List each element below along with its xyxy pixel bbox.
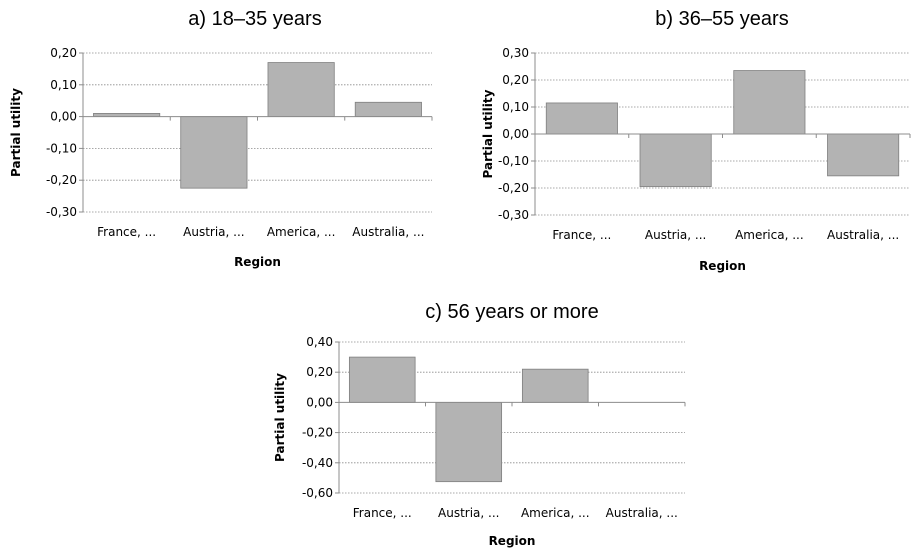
x-tick-label: France, ... xyxy=(552,228,611,242)
y-tick-label: 0,00 xyxy=(50,110,77,124)
chart-panel-1: b) 36–55 years 0,30 0,20 0,10 0,00 -0,10 -0,20… xyxy=(481,8,911,273)
y-tick-label: -0,30 xyxy=(46,205,77,219)
bar-3 xyxy=(827,133,900,177)
bar-1 xyxy=(435,401,503,483)
y-tick-label: -0,40 xyxy=(302,456,333,470)
y-axis-label: Partial utility xyxy=(481,89,495,178)
x-tick-label: Australia, ... xyxy=(827,228,899,242)
y-tick-label: 0,10 xyxy=(50,78,77,92)
chart-title: c) 56 years or more xyxy=(425,301,598,323)
x-tick-label: America, ... xyxy=(735,228,804,242)
y-tick-label: -0,60 xyxy=(302,486,333,500)
bar-1 xyxy=(180,116,248,189)
y-tick-label: 0,30 xyxy=(502,46,529,60)
x-tick-label: Austria, ... xyxy=(645,228,706,242)
y-tick-label: -0,20 xyxy=(302,426,333,440)
y-axis-label: Partial utility xyxy=(273,373,287,462)
x-tick-label: France, ... xyxy=(97,225,156,239)
y-tick-label: 0,20 xyxy=(306,365,333,379)
x-tick-label: America, ... xyxy=(521,506,590,520)
x-axis-label: Region xyxy=(489,534,536,548)
x-axis-label: Region xyxy=(699,259,746,273)
y-tick-label: 0,00 xyxy=(306,395,333,409)
y-tick-label: 0,10 xyxy=(502,100,529,114)
y-tick-label: 0,00 xyxy=(502,127,529,141)
bar-0 xyxy=(348,356,416,403)
chart-title: b) 36–55 years xyxy=(655,8,788,30)
x-tick-label: Austria, ... xyxy=(183,225,244,239)
bar-1 xyxy=(639,133,712,188)
bar-2 xyxy=(733,70,806,135)
x-tick-label: France, ... xyxy=(353,506,412,520)
bar-3 xyxy=(354,101,422,118)
bar-2 xyxy=(267,62,335,118)
bar-2 xyxy=(521,368,589,403)
y-tick-label: -0,10 xyxy=(46,141,77,155)
y-axis-label: Partial utility xyxy=(9,88,23,177)
y-tick-label: -0,20 xyxy=(498,181,529,195)
chart-panel-2: c) 56 years or more 0,40 0,20 0,00 -0,20 -0,4… xyxy=(273,301,686,548)
x-tick-label: Australia, ... xyxy=(606,506,678,520)
bar-0 xyxy=(545,102,618,135)
chart-panel-0: a) 18–35 years 0,20 0,10 0,00 -0,10 -0,20 -0,3… xyxy=(9,8,433,269)
y-tick-label: -0,10 xyxy=(498,154,529,168)
y-tick-label: -0,30 xyxy=(498,208,529,222)
y-tick-label: 0,40 xyxy=(306,335,333,349)
y-tick-label: 0,20 xyxy=(50,46,77,60)
x-tick-label: America, ... xyxy=(267,225,336,239)
x-tick-label: Austria, ... xyxy=(438,506,499,520)
y-tick-label: -0,20 xyxy=(46,173,77,187)
chart-title: a) 18–35 years xyxy=(188,8,321,30)
x-axis-label: Region xyxy=(234,255,281,269)
y-tick-label: 0,20 xyxy=(502,73,529,87)
x-tick-label: Australia, ... xyxy=(352,225,424,239)
